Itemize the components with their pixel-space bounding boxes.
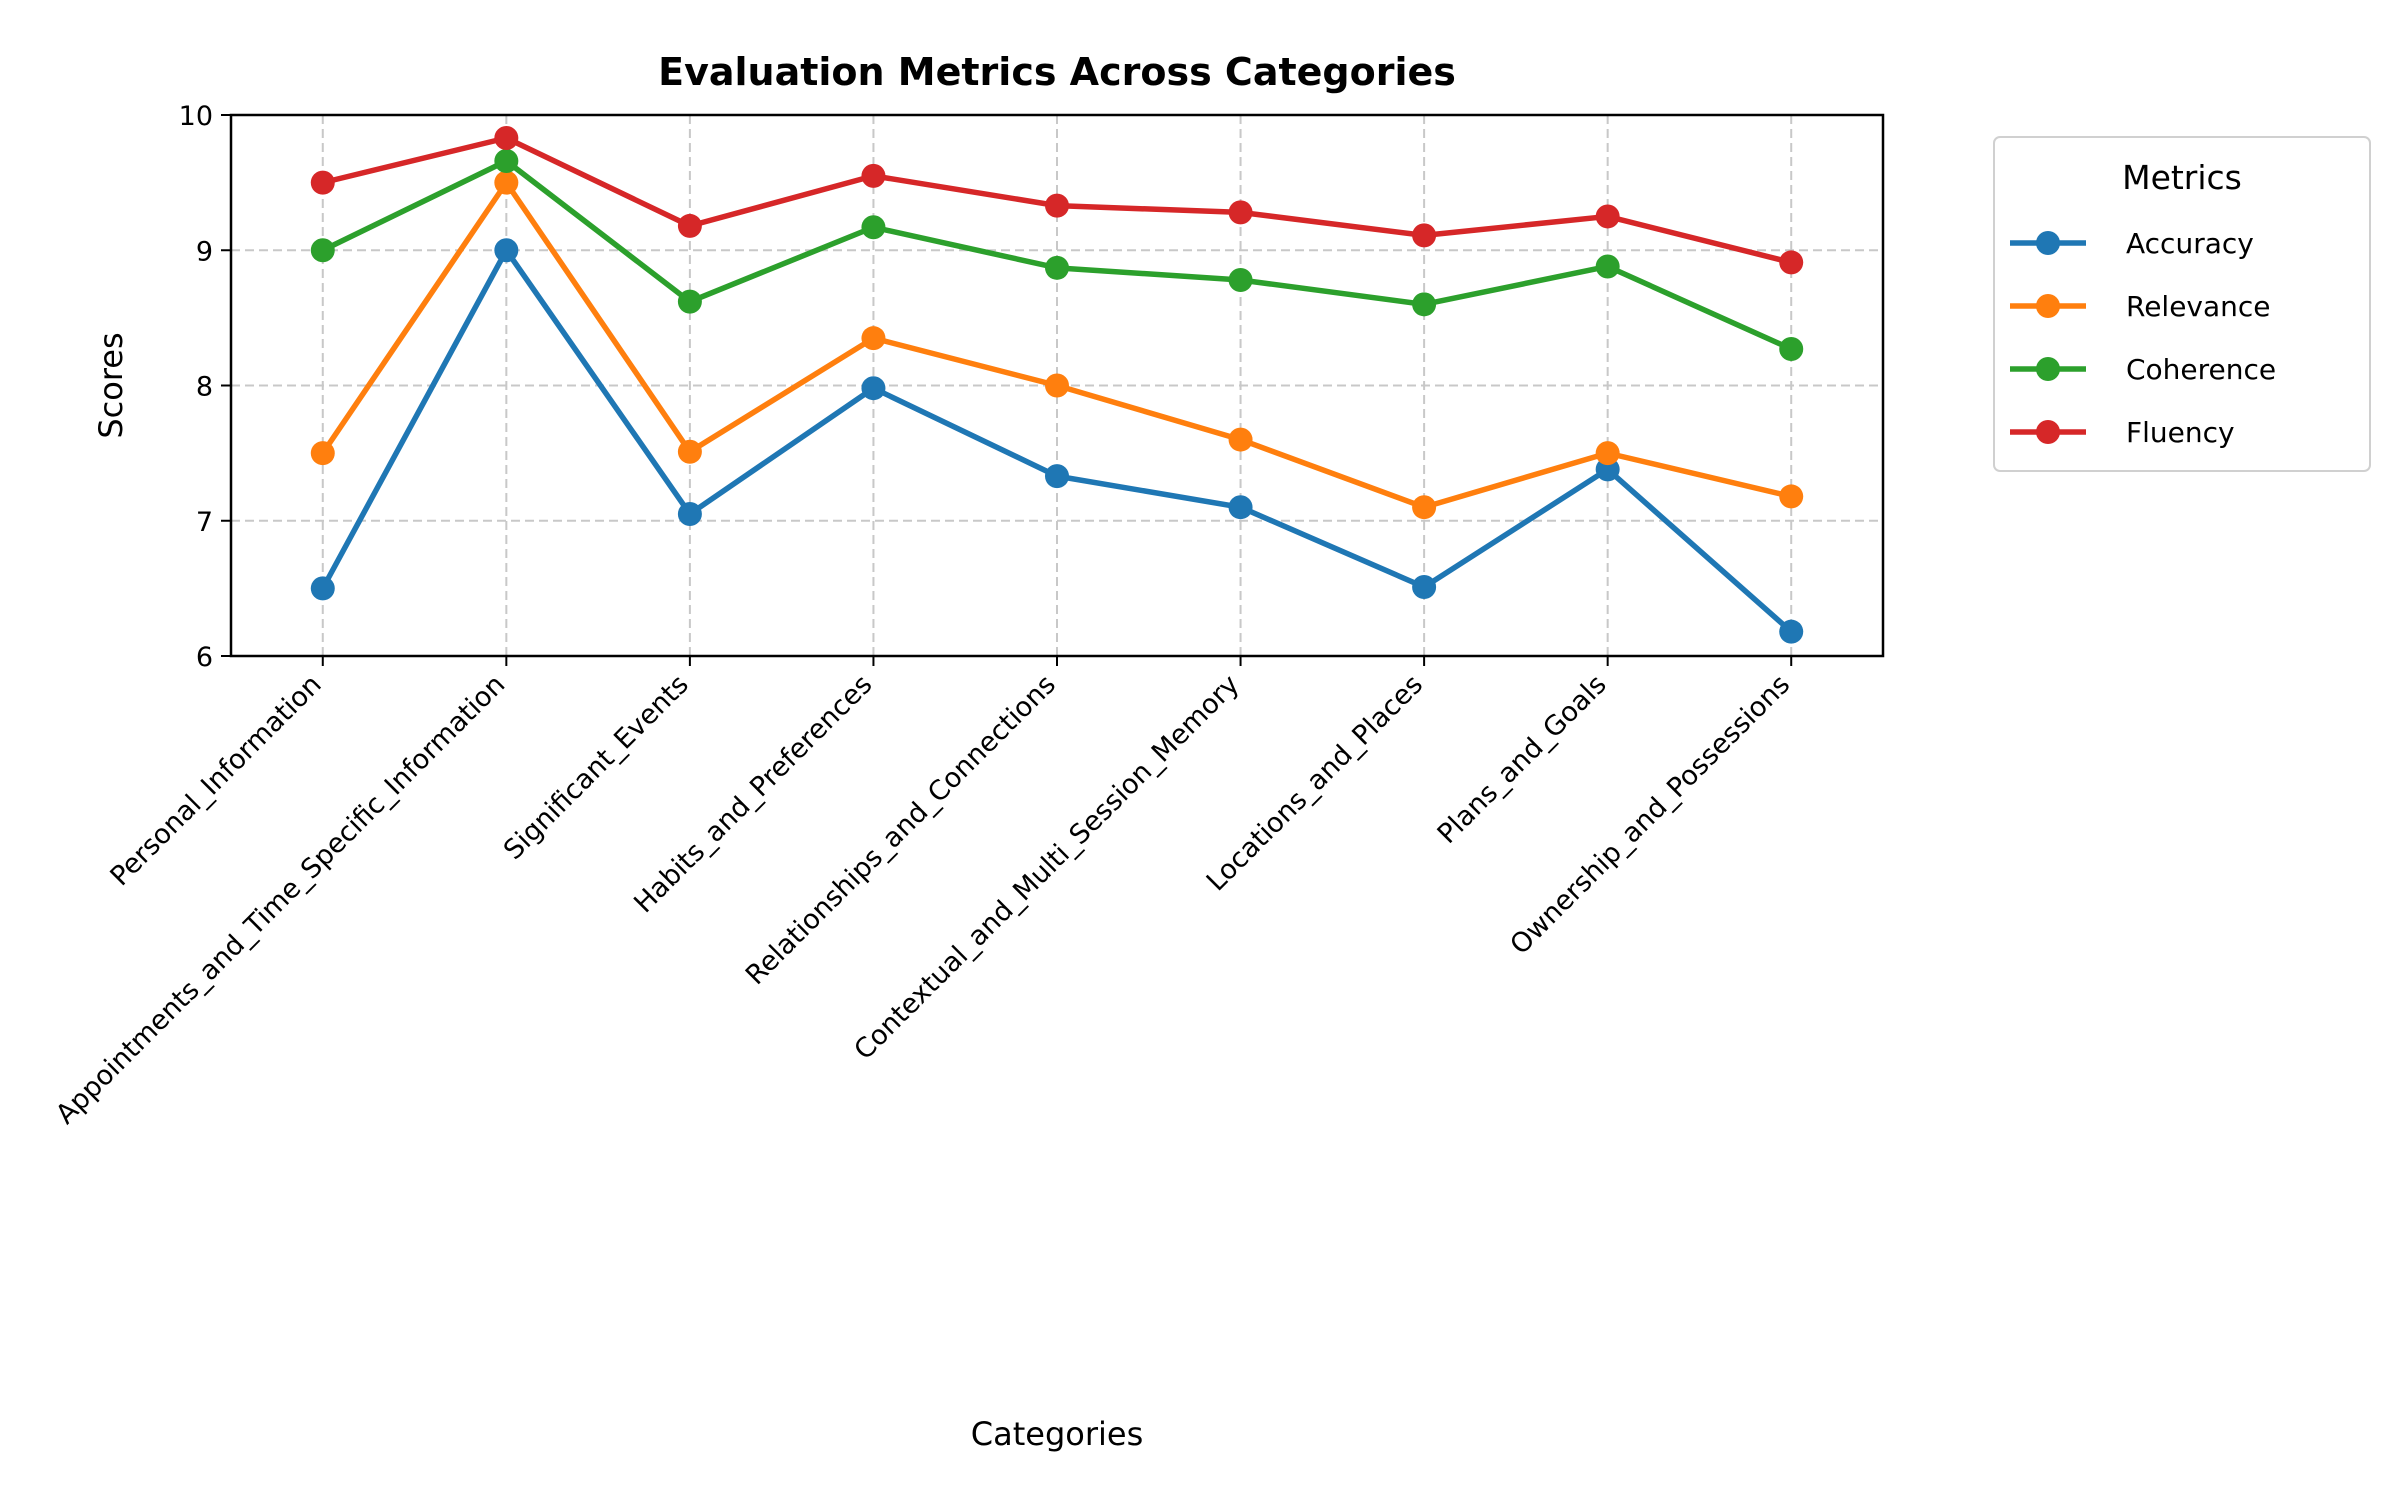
data-point bbox=[677, 289, 702, 314]
data-point bbox=[861, 376, 886, 401]
data-point bbox=[1595, 441, 1620, 466]
data-point bbox=[677, 439, 702, 464]
legend-item-accuracy: Accuracy bbox=[2010, 227, 2254, 260]
data-point bbox=[677, 213, 702, 238]
legend-marker bbox=[2036, 294, 2060, 318]
plot-frame bbox=[229, 113, 1885, 658]
x-tick-label: Significant_Events bbox=[498, 669, 695, 866]
data-point bbox=[677, 501, 702, 526]
data-point bbox=[494, 148, 519, 173]
legend-label: Accuracy bbox=[2126, 227, 2254, 260]
x-axis-label: Categories bbox=[971, 1415, 1143, 1453]
data-point bbox=[310, 170, 335, 195]
legend-item-coherence: Coherence bbox=[2010, 353, 2276, 386]
legend-title: Metrics bbox=[2122, 158, 2242, 197]
data-point bbox=[1779, 484, 1804, 509]
data-point bbox=[1228, 268, 1253, 293]
legend-marker bbox=[2036, 357, 2060, 381]
y-axis-label: Scores bbox=[92, 332, 130, 438]
x-axis: Personal_InformationAppointments_and_Tim… bbox=[50, 656, 1796, 1130]
data-point bbox=[1412, 223, 1437, 248]
legend-marker bbox=[2036, 231, 2060, 255]
series-fluency bbox=[310, 125, 1804, 275]
data-point bbox=[1412, 575, 1437, 600]
y-tick-label: 9 bbox=[196, 236, 213, 267]
y-tick-label: 6 bbox=[196, 642, 213, 673]
legend: Metrics Accuracy Relevance Coherence Fluenc… bbox=[1993, 136, 2371, 472]
data-point bbox=[861, 215, 886, 240]
data-point bbox=[1779, 619, 1804, 644]
data-point bbox=[1779, 336, 1804, 361]
series-coherence bbox=[310, 148, 1804, 361]
legend-label: Fluency bbox=[2126, 416, 2235, 449]
data-point bbox=[1045, 255, 1069, 280]
data-point bbox=[1595, 204, 1620, 229]
x-tick-label: Personal_Information bbox=[105, 669, 328, 892]
chart-title: Evaluation Metrics Across Categories bbox=[658, 50, 1456, 94]
legend-item-fluency: Fluency bbox=[2010, 416, 2235, 449]
legend-label: Coherence bbox=[2126, 353, 2276, 386]
data-point bbox=[1045, 464, 1069, 489]
data-point bbox=[1228, 495, 1253, 520]
legend-items: Accuracy Relevance Coherence Fluency bbox=[2010, 227, 2276, 449]
data-point bbox=[1228, 427, 1253, 452]
legend-item-relevance: Relevance bbox=[2010, 290, 2271, 323]
data-point bbox=[1595, 254, 1620, 279]
data-point bbox=[494, 125, 519, 150]
y-axis: 6 7 8 9 10 bbox=[179, 101, 231, 673]
data-point bbox=[1045, 193, 1069, 218]
data-point bbox=[861, 326, 886, 351]
x-tick-label: Plans_and_Goals bbox=[1432, 669, 1613, 850]
series-group bbox=[310, 125, 1804, 644]
series-accuracy bbox=[310, 238, 1804, 644]
data-point bbox=[1228, 200, 1253, 225]
series-relevance bbox=[310, 170, 1804, 520]
data-point bbox=[1779, 250, 1804, 275]
data-point bbox=[310, 441, 335, 466]
data-point bbox=[1412, 292, 1437, 317]
x-tick-label: Relationships_and_Connections bbox=[740, 669, 1062, 991]
y-tick-label: 7 bbox=[196, 507, 213, 538]
legend-box bbox=[1993, 136, 2371, 472]
data-point bbox=[494, 238, 519, 263]
y-tick-label: 8 bbox=[196, 372, 213, 403]
data-point bbox=[861, 163, 886, 188]
data-point bbox=[310, 238, 335, 263]
x-tick-label: Locations_and_Places bbox=[1201, 669, 1429, 897]
data-point bbox=[1045, 373, 1069, 398]
x-tick-label: Contextual_and_Multi_Session_Memory bbox=[848, 669, 1245, 1066]
legend-label: Relevance bbox=[2126, 290, 2271, 323]
data-point bbox=[310, 576, 335, 601]
legend-marker bbox=[2036, 420, 2060, 444]
x-tick-label: Appointments_and_Time_Specific_Informati… bbox=[50, 669, 511, 1130]
data-point bbox=[494, 170, 519, 195]
y-tick-label: 10 bbox=[179, 101, 213, 132]
data-point bbox=[1412, 495, 1437, 520]
